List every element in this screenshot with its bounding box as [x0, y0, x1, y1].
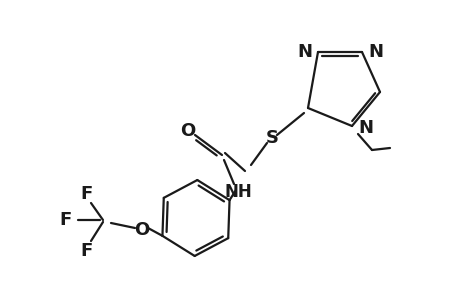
Text: O: O — [180, 122, 195, 140]
Text: N: N — [357, 119, 372, 137]
Text: S: S — [265, 129, 278, 147]
Text: O: O — [134, 221, 149, 239]
Text: F: F — [81, 242, 93, 260]
Text: F: F — [60, 211, 72, 229]
Text: NH: NH — [224, 183, 252, 201]
Text: N: N — [367, 43, 382, 61]
Text: N: N — [297, 43, 311, 61]
Text: F: F — [81, 185, 93, 203]
